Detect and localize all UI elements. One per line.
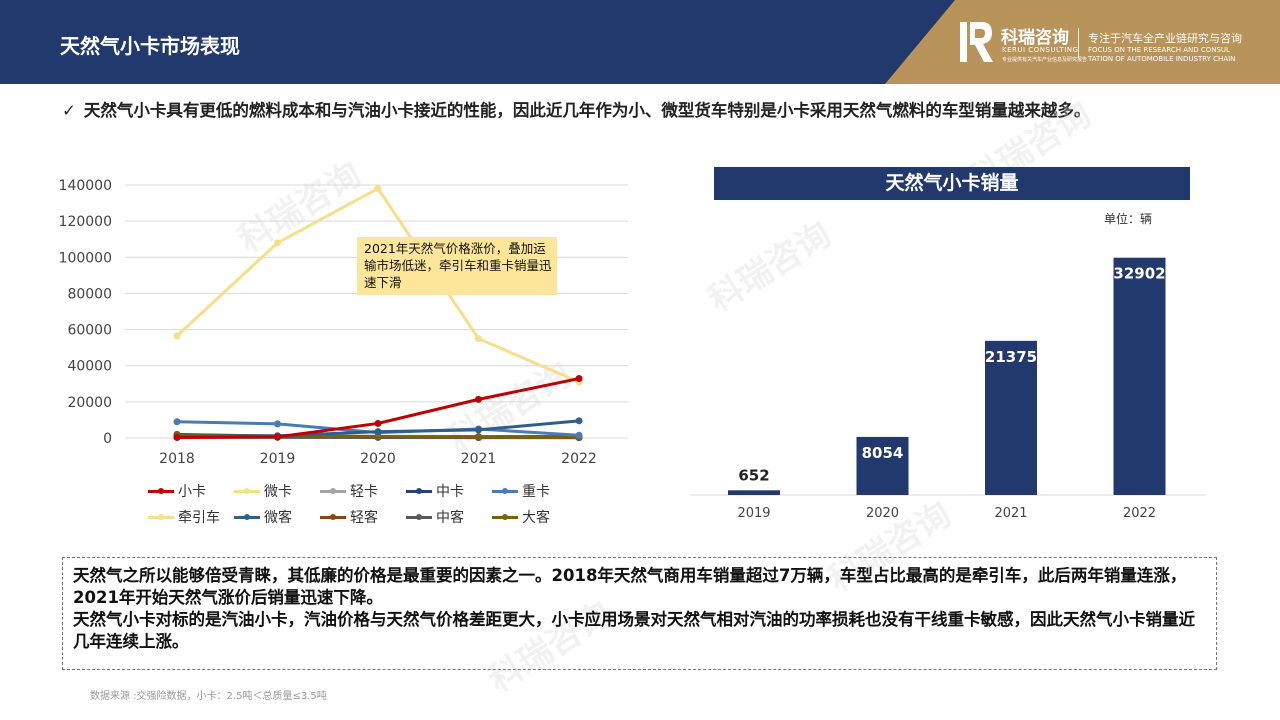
bar [1113,257,1166,495]
legend-label: 中卡 [436,484,464,500]
y-tick-label: 60000 [67,323,112,339]
analysis-paragraph-1: 天然气之所以能够倍受青睐，其低廉的价格是最重要的因素之一。2018年天然气商用车… [73,566,1187,607]
legend-item: 大客 [492,507,578,527]
legend-row: 小卡 微卡 轻卡 中卡 重卡 [148,478,598,504]
summary-bullet: ✓ 天然气小卡具有更低的燃料成本和与汽油小卡接近的性能，因此近几年作为小、微型货车… [62,97,1090,121]
data-point [173,433,181,441]
legend-swatch [148,511,174,523]
data-point [475,395,482,403]
line-chart-legend: 小卡 微卡 轻卡 中卡 重卡牵引车 微客 轻客 中客 大客 [148,478,598,530]
legend-swatch [320,511,346,523]
summary-text: 天然气小卡具有更低的燃料成本和与汽油小卡接近的性能，因此近几年作为小、微型货车特… [83,101,1091,120]
x-tick-label: 2022 [1123,506,1156,521]
bar-value-label: 32902 [1113,265,1165,283]
y-tick-label: 0 [103,431,112,447]
x-tick-label: 2020 [360,451,396,467]
y-tick-label: 120000 [60,214,112,230]
legend-swatch [320,485,346,497]
legend-label: 重卡 [522,484,550,500]
legend-swatch [148,485,174,497]
data-point [274,420,281,428]
kerui-logo-icon [960,22,993,62]
bar-value-label: 21375 [985,348,1037,366]
x-tick-label: 2019 [737,506,770,521]
legend-item: 牵引车 [148,507,234,527]
data-point [374,185,382,193]
legend-label: 大客 [522,510,550,526]
bar [985,340,1037,495]
header-brand-panel [885,0,1280,84]
data-point [475,433,482,441]
brand-divider [1078,28,1079,58]
legend-item: 重卡 [492,481,578,501]
data-point [575,375,583,383]
x-tick-label: 2019 [260,451,296,467]
legend-swatch [234,511,260,523]
data-point [274,239,281,247]
bar [856,436,909,495]
legend-swatch [406,485,432,497]
check-icon: ✓ [62,101,76,120]
y-tick-label: 100000 [60,250,112,266]
x-tick-label: 2021 [994,506,1027,521]
data-point [475,335,482,343]
brand-name-en: KERUI CONSULTING [1002,46,1079,54]
page-title: 天然气小卡市场表现 [60,34,240,58]
analysis-textbox: 天然气之所以能够倍受青睐，其低廉的价格是最重要的因素之一。2018年天然气商用车… [62,557,1217,670]
legend-item: 微客 [234,507,320,527]
legend-item: 轻卡 [320,481,406,501]
bar-value-label: 652 [738,466,769,484]
data-point [575,417,583,425]
bar [728,490,780,495]
legend-label: 牵引车 [178,510,220,526]
data-point [274,433,281,441]
y-tick-label: 20000 [67,395,112,411]
y-tick-label: 40000 [67,359,112,375]
legend-swatch [234,485,260,497]
legend-swatch [492,485,518,497]
x-tick-label: 2022 [561,451,597,467]
legend-row: 牵引车 微客 轻客 中客 大客 [148,504,598,530]
bar-chart-title: 天然气小卡销量 [714,167,1190,200]
legend-swatch [492,511,518,523]
bar-chart-unit: 单位：辆 [1104,212,1153,226]
data-point [475,426,482,434]
legend-label: 轻客 [350,510,378,526]
legend-label: 中客 [436,510,464,526]
data-point [173,418,181,426]
x-tick-label: 2020 [866,506,899,521]
legend-swatch [406,511,432,523]
legend-label: 微客 [264,510,292,526]
x-tick-label: 2021 [461,451,497,467]
legend-item: 微卡 [234,481,320,501]
slogan-en-line1: FOCUS ON THE RESEARCH AND CONSUL [1088,46,1230,54]
brand-tagline-small: 专业提供有关汽车产业信息及研究报告 [1002,57,1088,63]
data-point [374,419,382,427]
slogan-cn: 专注于汽车全产业链研究与咨询 [1088,32,1242,45]
series-小卡 [173,375,583,441]
line-chart: 0 20000 40000 60000 80000 100000 120000 140000 2… [60,178,628,467]
x-tick-label: 2018 [159,451,195,467]
legend-item: 小卡 [148,481,234,501]
legend-item: 中卡 [406,481,492,501]
legend-label: 轻卡 [350,484,378,500]
series-牵引车 [173,185,583,386]
slogan-en-line2: TATION OF AUTOMOBILE INDUSTRY CHAIN [1088,55,1236,63]
legend-label: 小卡 [178,484,206,500]
legend-label: 微卡 [264,484,292,500]
y-tick-label: 80000 [67,286,112,302]
chart-annotation: 2021年天然气价格涨价，叠加运输市场低迷，牵引车和重卡销量迅速下滑 [357,237,557,295]
bar-chart: 652 2019 8054 2020 21375 2021 32902 2022 [690,257,1206,521]
legend-item: 中客 [406,507,492,527]
data-point [575,431,583,439]
legend-item: 轻客 [320,507,406,527]
data-source-note: 数据来源 :交强险数据，小卡：2.5吨＜总质量≤3.5吨 [90,691,327,702]
y-tick-label: 140000 [60,178,112,194]
bar-value-label: 8054 [862,444,904,462]
data-point [173,332,181,340]
brand-name: 科瑞咨询 [1001,28,1069,48]
data-point [374,428,382,436]
analysis-paragraph-2: 天然气小卡对标的是汽油小卡，汽油价格与天然气价格差距更大，小卡应用场景对天然气相… [73,610,1195,651]
